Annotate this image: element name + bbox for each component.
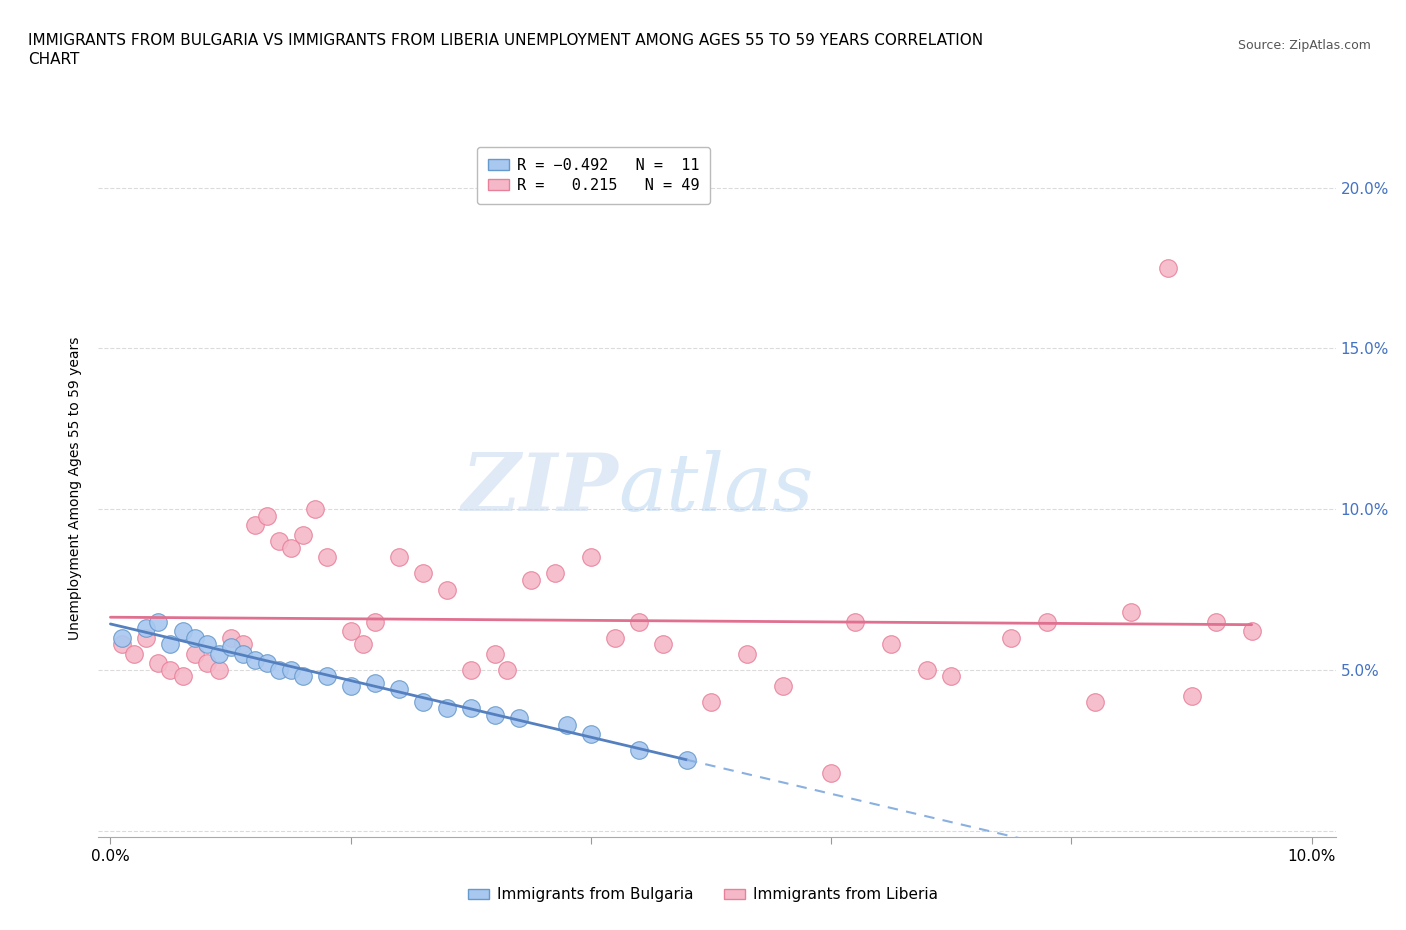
Point xyxy=(364,614,387,629)
Point xyxy=(484,646,506,661)
Point xyxy=(460,701,482,716)
Point xyxy=(844,614,866,629)
Point xyxy=(315,550,337,565)
Point xyxy=(627,743,650,758)
Point xyxy=(111,631,134,645)
Point xyxy=(172,624,194,639)
Point xyxy=(148,614,170,629)
Point xyxy=(1240,624,1263,639)
Point xyxy=(1180,688,1202,703)
Point xyxy=(917,662,939,677)
Point xyxy=(1036,614,1059,629)
Point xyxy=(1000,631,1022,645)
Point xyxy=(291,669,314,684)
Point xyxy=(579,550,602,565)
Point xyxy=(772,679,794,694)
Point xyxy=(880,637,903,652)
Point xyxy=(291,527,314,542)
Point xyxy=(579,726,602,741)
Point xyxy=(219,631,242,645)
Text: ZIP: ZIP xyxy=(461,449,619,527)
Point xyxy=(315,669,337,684)
Point xyxy=(364,675,387,690)
Y-axis label: Unemployment Among Ages 55 to 59 years: Unemployment Among Ages 55 to 59 years xyxy=(69,337,83,640)
Point xyxy=(267,662,290,677)
Point xyxy=(652,637,675,652)
Text: Source: ZipAtlas.com: Source: ZipAtlas.com xyxy=(1237,39,1371,52)
Point xyxy=(412,695,434,710)
Point xyxy=(232,637,254,652)
Point xyxy=(544,566,567,581)
Point xyxy=(280,662,302,677)
Point xyxy=(267,534,290,549)
Legend: R = −0.492   N =  11, R =   0.215   N = 49: R = −0.492 N = 11, R = 0.215 N = 49 xyxy=(477,147,710,204)
Point xyxy=(460,662,482,677)
Point xyxy=(484,708,506,723)
Point xyxy=(135,631,157,645)
Point xyxy=(339,624,361,639)
Point xyxy=(183,631,205,645)
Point xyxy=(304,501,326,516)
Point xyxy=(232,646,254,661)
Point xyxy=(508,711,530,725)
Point xyxy=(256,508,278,523)
Point xyxy=(195,656,218,671)
Point xyxy=(135,620,157,635)
Point xyxy=(1156,260,1178,275)
Point xyxy=(256,656,278,671)
Point xyxy=(111,637,134,652)
Point xyxy=(124,646,146,661)
Point xyxy=(388,550,411,565)
Point xyxy=(555,717,578,732)
Point xyxy=(1121,604,1143,619)
Point xyxy=(820,765,842,780)
Point xyxy=(436,701,458,716)
Point xyxy=(352,637,374,652)
Point xyxy=(339,679,361,694)
Point xyxy=(172,669,194,684)
Text: IMMIGRANTS FROM BULGARIA VS IMMIGRANTS FROM LIBERIA UNEMPLOYMENT AMONG AGES 55 T: IMMIGRANTS FROM BULGARIA VS IMMIGRANTS F… xyxy=(28,33,983,67)
Point xyxy=(159,662,181,677)
Point xyxy=(436,582,458,597)
Point xyxy=(700,695,723,710)
Point xyxy=(735,646,758,661)
Point xyxy=(627,614,650,629)
Point xyxy=(195,637,218,652)
Point xyxy=(219,640,242,655)
Point xyxy=(941,669,963,684)
Point xyxy=(148,656,170,671)
Text: atlas: atlas xyxy=(619,449,814,527)
Point xyxy=(603,631,626,645)
Point xyxy=(412,566,434,581)
Point xyxy=(1205,614,1227,629)
Legend: Immigrants from Bulgaria, Immigrants from Liberia: Immigrants from Bulgaria, Immigrants fro… xyxy=(461,882,945,909)
Point xyxy=(676,752,699,767)
Point xyxy=(1084,695,1107,710)
Point xyxy=(495,662,517,677)
Point xyxy=(520,573,543,588)
Point xyxy=(159,637,181,652)
Point xyxy=(243,653,266,668)
Point xyxy=(207,646,229,661)
Point xyxy=(280,540,302,555)
Point xyxy=(388,682,411,697)
Point xyxy=(243,518,266,533)
Point xyxy=(183,646,205,661)
Point xyxy=(207,662,229,677)
